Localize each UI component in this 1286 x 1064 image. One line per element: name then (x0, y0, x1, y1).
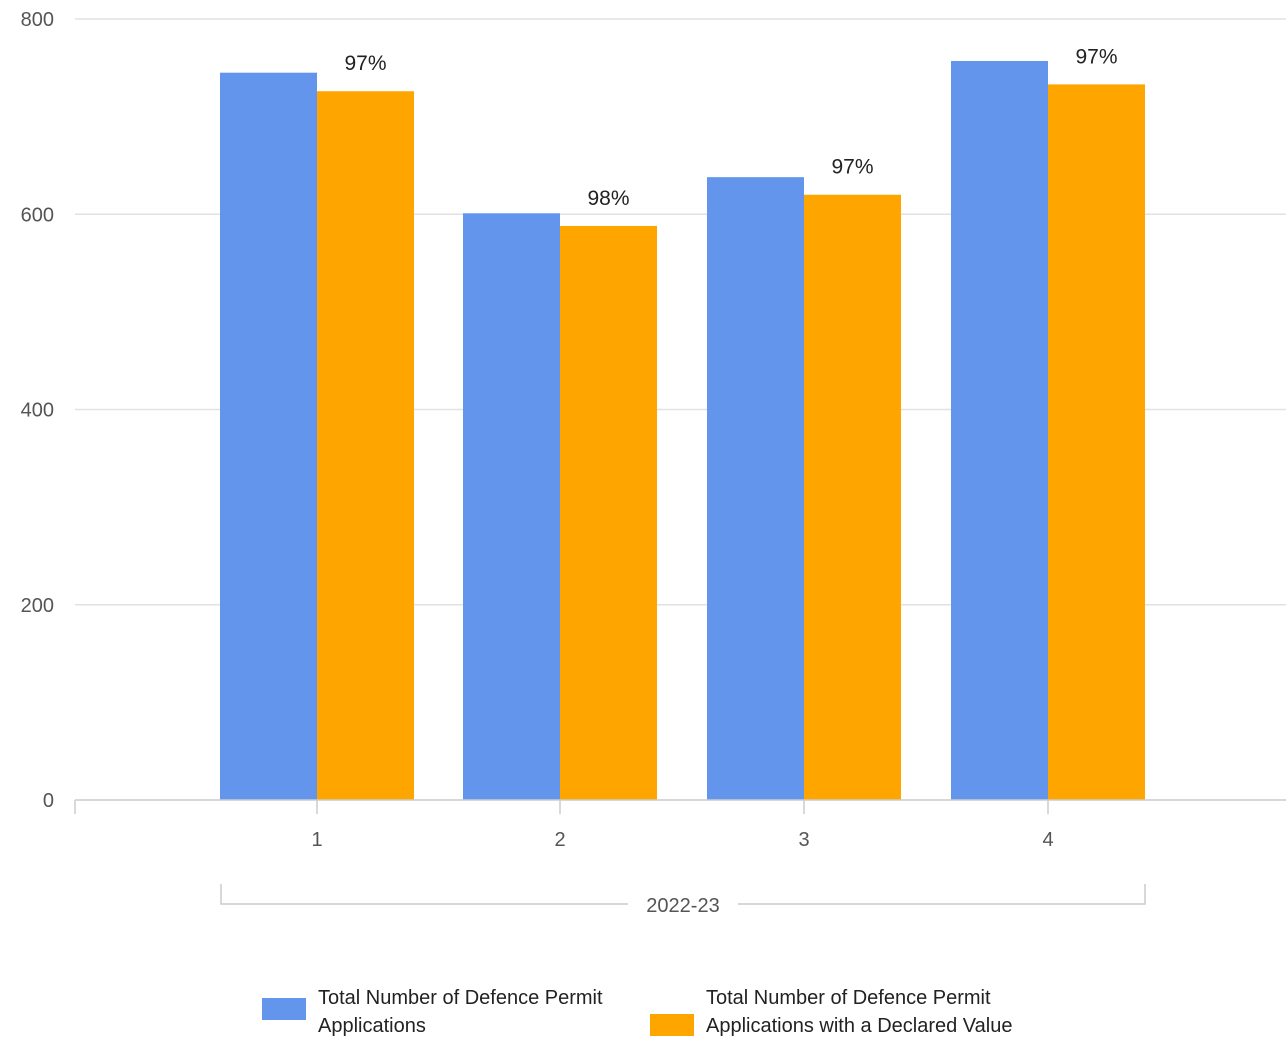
data-label: 97% (1075, 45, 1117, 68)
x-tick-label: 1 (311, 829, 322, 851)
y-tick-label: 200 (21, 595, 54, 617)
data-label: 97% (344, 52, 386, 75)
bar-declared (1048, 84, 1145, 800)
bar-chart: 0 200 400 600 800 97% 98% 97% 97% 1 2 3 4 2022-23 (21, 9, 1286, 917)
legend-item-total: Total Number of Defence Permit Applicati… (262, 984, 648, 1040)
group-bracket-right (738, 884, 1146, 905)
group-bracket: 2022-23 (220, 884, 1146, 917)
x-tick-label: 2 (554, 829, 565, 851)
x-tick-label: 4 (1042, 829, 1053, 851)
bars (220, 60, 1145, 801)
bar-total (951, 60, 1048, 800)
legend-label: Total Number of Defence Permit Applicati… (318, 987, 603, 1037)
x-axis: 1 2 3 4 (74, 799, 1286, 851)
data-label: 97% (831, 156, 873, 179)
y-tick-label: 0 (43, 790, 54, 812)
bar-declared (804, 194, 901, 801)
data-labels: 97% 98% 97% 97% (344, 45, 1117, 210)
y-axis-ticks: 0 200 400 600 800 (21, 9, 54, 812)
data-label: 98% (587, 187, 629, 210)
group-bracket-left (220, 884, 628, 905)
group-label: 2022-23 (646, 895, 719, 917)
legend-label: Total Number of Defence Permit Applicati… (706, 987, 1013, 1037)
bar-declared (560, 225, 657, 801)
legend-swatch-blue (262, 998, 306, 1020)
bar-total (220, 72, 317, 801)
legend-item-declared: Total Number of Defence Permit Applicati… (650, 984, 1036, 1040)
bar-declared (317, 91, 414, 801)
legend-swatch-orange (650, 1014, 694, 1036)
y-tick-label: 400 (21, 400, 54, 422)
y-tick-label: 600 (21, 204, 54, 226)
bar-total (463, 213, 560, 800)
x-tick-label: 3 (798, 829, 809, 851)
y-tick-label: 800 (21, 9, 54, 31)
bar-total (707, 177, 804, 801)
